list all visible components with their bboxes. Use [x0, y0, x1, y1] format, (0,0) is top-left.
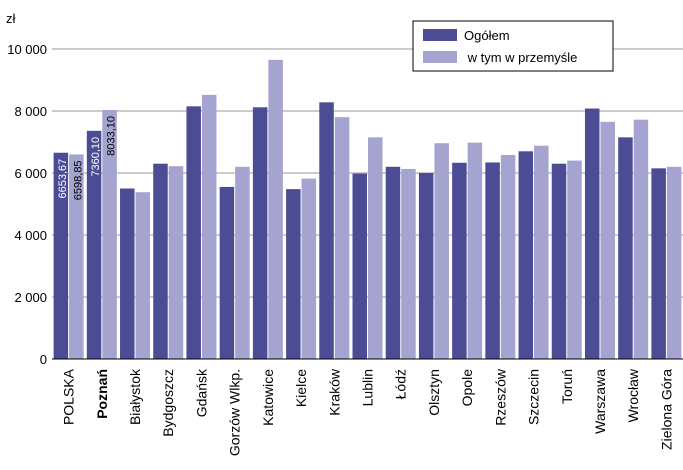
x-tick-label: Olsztyn: [426, 369, 442, 416]
bar: [286, 189, 301, 359]
x-tick-label: Gdańsk: [193, 368, 209, 417]
bar: [235, 166, 250, 359]
bar: [319, 102, 334, 359]
bar: [385, 166, 401, 359]
bar: [102, 109, 117, 359]
x-tick-label: Toruń: [559, 369, 575, 404]
legend-swatch-ogolem: [423, 29, 457, 41]
data-labels: 6653,67 6598,85 7360,10 8033,10: [57, 116, 118, 200]
bar: [186, 106, 201, 359]
bar: [518, 151, 534, 359]
bar: [368, 137, 383, 359]
bar: [352, 173, 367, 359]
x-tick-label: Kielce: [293, 369, 309, 407]
bar: [301, 178, 317, 359]
bar: [219, 186, 235, 359]
data-label: 8033,10: [106, 116, 118, 156]
x-tick-label: Łódź: [393, 369, 409, 399]
y-tick-label: 8 000: [14, 104, 47, 119]
y-axis-unit-label: zł: [6, 11, 16, 26]
x-tick-label: Wrocław: [625, 368, 641, 422]
x-tick-label: Kraków: [326, 368, 342, 416]
bar: [401, 168, 416, 359]
data-label: 6653,67: [57, 159, 69, 199]
bar: [485, 162, 500, 359]
bar: [651, 168, 666, 359]
bar: [467, 142, 483, 359]
x-tick-label: Opole: [459, 369, 475, 407]
bar: [551, 163, 567, 359]
y-tick-label: 10 000: [7, 42, 47, 57]
bar: [252, 107, 268, 359]
data-label: 6598,85: [72, 160, 84, 200]
x-tick-label: Zielona Góra: [658, 369, 674, 450]
x-tick-label: Rzeszów: [492, 368, 508, 426]
bar: [418, 173, 434, 359]
bar: [452, 162, 467, 359]
legend-label-przemysl: w tym w przemyśle: [464, 50, 577, 65]
bar: [135, 192, 151, 359]
bar: [268, 59, 283, 359]
x-tick-label: Szczecin: [526, 369, 542, 425]
y-tick-label: 0: [40, 352, 47, 367]
legend-label-ogolem: Ogółem: [464, 28, 510, 43]
bar: [168, 166, 184, 359]
x-tick-label: Lublin: [360, 369, 376, 406]
bar: [120, 188, 135, 359]
bar: [567, 160, 582, 359]
legend: Ogółem w tym w przemyśle: [412, 20, 614, 72]
bar: [534, 145, 549, 359]
y-tick-label: 6 000: [14, 166, 47, 181]
x-tick-label: Poznań: [94, 369, 110, 419]
y-axis-ticks: 0 2 000 4 000 6 000 8 000 10 000: [7, 42, 47, 367]
bar: [633, 119, 649, 360]
y-tick-label: 4 000: [14, 228, 47, 243]
bar: [434, 143, 449, 359]
bar: [201, 94, 217, 359]
x-tick-label: Bydgoszcz: [160, 369, 176, 437]
bar: [618, 137, 633, 359]
data-label: 7360,10: [90, 137, 102, 177]
bar: [600, 121, 615, 359]
bar: [153, 163, 168, 359]
bars: [53, 59, 682, 360]
x-tick-label: Warszawa: [592, 369, 608, 434]
bar: [334, 117, 350, 359]
x-tick-label: Katowice: [260, 369, 276, 426]
x-tick-label: POLSKA: [61, 368, 77, 425]
bar: [69, 154, 84, 359]
bar: [500, 155, 516, 359]
bar: [584, 108, 600, 360]
legend-swatch-przemysl: [423, 51, 457, 63]
bar: [86, 130, 102, 359]
bar: [666, 166, 682, 359]
bar: [53, 152, 69, 359]
x-axis-labels: POLSKA Poznań Białystok Bydgoszcz Gdańsk Gorz…: [61, 368, 675, 456]
x-tick-label: Białystok: [127, 368, 143, 425]
x-tick-label: Gorzów Wlkp.: [227, 369, 243, 456]
y-tick-label: 2 000: [14, 290, 47, 305]
